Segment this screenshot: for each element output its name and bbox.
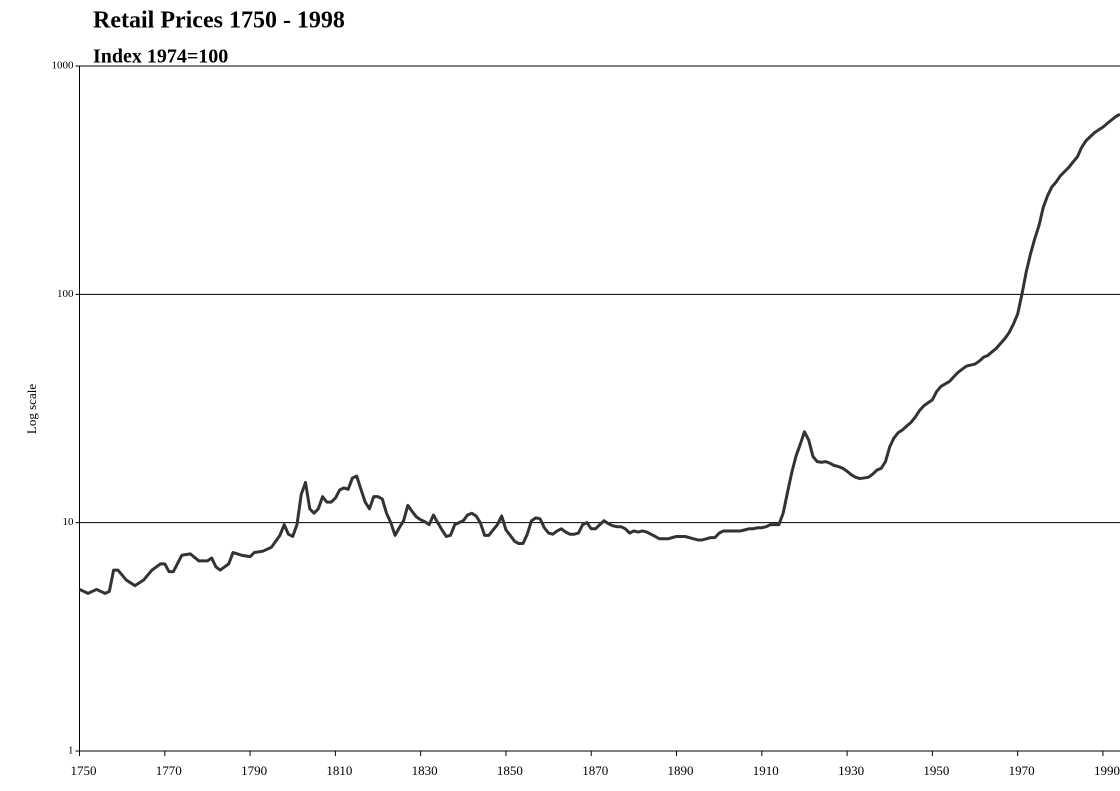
x-tick-label: 1850	[497, 763, 523, 778]
x-tick-label: 1950	[923, 763, 949, 778]
chart-title: Retail Prices 1750 - 1998	[93, 8, 345, 34]
x-tick-label: 1770	[156, 763, 182, 778]
x-tick-label: 1890	[668, 763, 694, 778]
chart-subtitle: Index 1974=100	[93, 46, 228, 68]
x-tick-label: 1790	[241, 763, 267, 778]
y-tick-label: 100	[57, 288, 74, 300]
x-tick-label: 1970	[1009, 763, 1035, 778]
price-line	[78, 112, 1120, 595]
x-tick-label: 1910	[753, 763, 779, 778]
y-tick-label: 1000	[52, 60, 75, 72]
y-tick-label: 10	[63, 516, 75, 528]
x-tick-label: 1990	[1094, 763, 1120, 778]
x-tick-label: 1750	[71, 763, 97, 778]
x-tick-label: 1930	[838, 763, 864, 778]
y-axis-label: Log scale	[24, 384, 39, 434]
x-tick-label: 1830	[412, 763, 438, 778]
y-tick-label: 1	[68, 745, 74, 757]
x-tick-label: 1810	[326, 763, 352, 778]
x-tick-label: 1870	[582, 763, 608, 778]
